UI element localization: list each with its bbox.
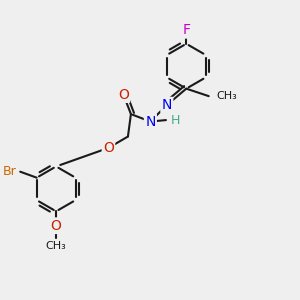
- Text: F: F: [182, 23, 190, 37]
- Text: F: F: [182, 23, 190, 37]
- Text: O: O: [118, 88, 129, 102]
- Text: Br: Br: [3, 165, 16, 178]
- Text: O: O: [118, 88, 129, 102]
- Text: O: O: [51, 219, 62, 233]
- Text: CH₃: CH₃: [46, 241, 67, 251]
- Text: N: N: [145, 115, 156, 129]
- Text: N: N: [162, 98, 172, 112]
- Text: Br: Br: [3, 165, 16, 178]
- Text: H: H: [170, 114, 180, 127]
- Text: N: N: [145, 115, 156, 129]
- Text: O: O: [103, 141, 114, 155]
- Text: O: O: [51, 219, 62, 233]
- Text: CH₃: CH₃: [216, 91, 237, 101]
- Text: O: O: [103, 141, 114, 155]
- Text: N: N: [162, 98, 172, 112]
- Text: H: H: [170, 114, 180, 127]
